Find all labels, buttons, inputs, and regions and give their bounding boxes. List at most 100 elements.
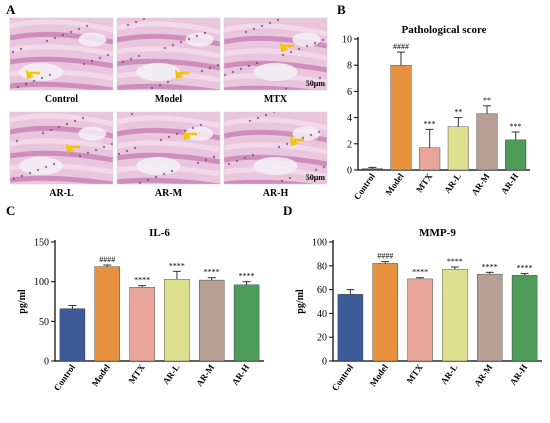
nucleus-dot (277, 145, 281, 149)
nucleus-dot (154, 175, 158, 179)
nucleus-dot (133, 146, 137, 150)
bar (199, 279, 225, 362)
nucleus-dot (78, 154, 82, 158)
x-tick-label: Control (352, 171, 378, 202)
nucleus-dot (247, 64, 251, 68)
tissue-fiber (117, 177, 220, 184)
image-frame (223, 17, 328, 91)
x-tick-label: AR-M (194, 362, 217, 388)
nucleus-dot (313, 41, 317, 45)
significance-label: **** (447, 257, 463, 266)
nucleus-dot (110, 142, 113, 146)
bar (372, 263, 398, 362)
y-tick-label: 50 (39, 317, 49, 328)
x-tick-label: MTX (404, 362, 425, 385)
arrow-head-icon (183, 130, 191, 140)
nucleus-dot (28, 171, 32, 175)
significance-label: ** (454, 108, 462, 117)
histology-image: Model (116, 17, 221, 105)
nucleus-dot (170, 169, 174, 173)
x-tick-label: AR-M (469, 171, 492, 197)
nucleus-dot (12, 177, 16, 181)
tissue-fiber (10, 81, 113, 90)
chart-il6: IL-6 0 50 100 150 pg/ml Control #### Model **** MT… (17, 227, 264, 393)
nucleus-dot (321, 38, 325, 42)
bar (129, 287, 155, 362)
x-tick-label: MTX (414, 171, 435, 194)
image-frame (9, 111, 114, 185)
bar (390, 64, 412, 171)
tissue-fiber (224, 85, 317, 90)
x-tick-label: Control (52, 362, 78, 393)
tissue-gap (18, 157, 63, 175)
nucleus-dot (73, 119, 77, 123)
chart-title: MMP-9 (419, 227, 456, 239)
nucleus-dot (117, 152, 121, 156)
bar (361, 168, 383, 171)
nucleus-dot (252, 27, 256, 31)
x-tick-label: Model (90, 362, 113, 388)
y-axis-label: pg/ml (17, 289, 28, 314)
y-tick-label: 80 (317, 261, 327, 272)
chart-pathological-score: Pathological score 0 2 4 6 8 10 Control #### Mode… (342, 24, 530, 202)
nucleus-dot (36, 168, 40, 172)
nucleus-dot (305, 44, 309, 48)
nucleus-dot (231, 70, 235, 74)
nucleus-dot (52, 162, 56, 166)
y-axis-label: pg/ml (295, 289, 306, 314)
nucleus-dot (248, 119, 252, 123)
chart-title: IL-6 (149, 227, 170, 239)
tissue-fiber (117, 46, 220, 59)
nucleus-dot (94, 148, 98, 152)
nucleus-dot (208, 66, 212, 70)
significance-label: *** (424, 119, 436, 128)
significance-label: **** (412, 268, 428, 277)
nucleus-dot (130, 112, 134, 116)
y-tick-label: 6 (347, 87, 352, 98)
x-tick-label: Model (368, 362, 391, 388)
nucleus-dot (142, 18, 146, 21)
arrow-head-icon (66, 143, 74, 153)
nucleus-dot (15, 139, 19, 143)
nucleus-dot (171, 43, 175, 47)
significance-label: **** (482, 262, 498, 271)
nucleus-dot (150, 86, 154, 90)
nucleus-dot (288, 176, 292, 180)
x-tick-label: AR-L (442, 171, 463, 195)
tissue-fiber (117, 21, 220, 35)
nucleus-dot (244, 30, 248, 34)
nucleus-dot (49, 128, 53, 132)
nucleus-dot (10, 18, 12, 20)
nucleus-dot (314, 168, 318, 172)
bar (337, 294, 364, 362)
tissue-gap (78, 126, 107, 141)
nucleus-dot (203, 31, 207, 35)
nucleus-dot (317, 130, 321, 134)
bar (59, 308, 86, 362)
tissue-fiber (10, 56, 113, 69)
nucleus-dot (81, 116, 85, 120)
nucleus-dot (318, 76, 322, 80)
x-tick-label: AR-L (161, 362, 182, 386)
x-tick-label: AR-H (230, 362, 251, 387)
histology-image: MTX 50μm (223, 17, 328, 105)
nucleus-dot (86, 151, 90, 155)
significance-label: **** (239, 272, 255, 281)
nucleus-dot (137, 54, 141, 58)
nucleus-dot (175, 132, 179, 136)
scale-bar-label: 50μm (306, 173, 326, 182)
nucleus-dot (251, 153, 255, 157)
nucleus-dot (167, 135, 171, 139)
nucleus-dot (255, 61, 259, 65)
histology-label: Model (155, 94, 182, 105)
nucleus-dot (162, 172, 166, 176)
tissue-gap (185, 126, 214, 141)
nucleus-dot (187, 37, 191, 41)
tissue-gap (136, 157, 181, 175)
nucleus-dot (40, 76, 44, 80)
nucleus-dot (322, 165, 326, 169)
tissue-fiber (10, 19, 113, 33)
histology-image: AR-H 50μm (223, 111, 328, 199)
nucleus-dot (90, 59, 94, 63)
